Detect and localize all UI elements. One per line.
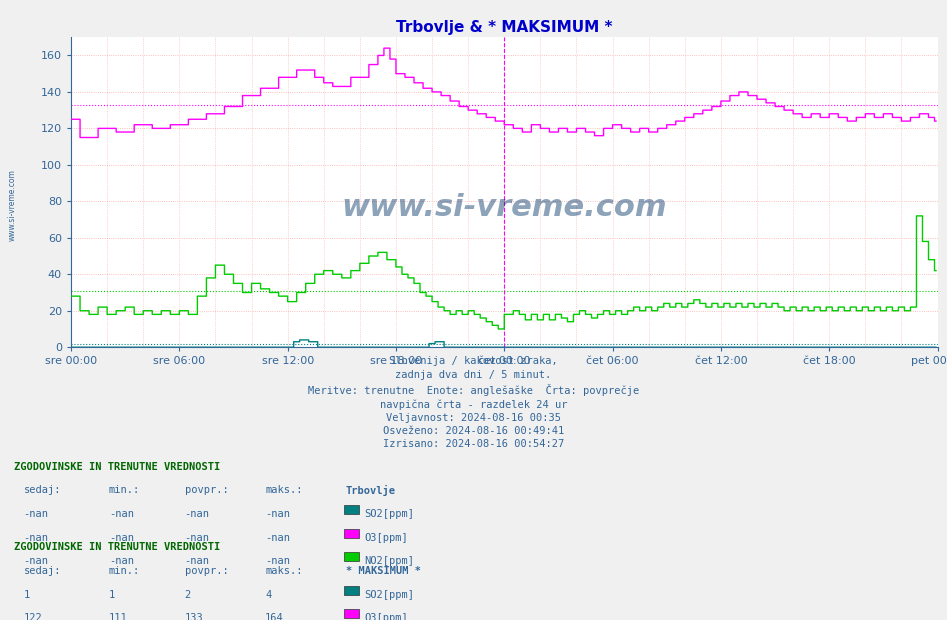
- Text: 2: 2: [185, 590, 191, 600]
- Text: -nan: -nan: [24, 533, 48, 542]
- Text: -nan: -nan: [265, 533, 290, 542]
- Text: maks.:: maks.:: [265, 566, 303, 576]
- Text: www.si-vreme.com: www.si-vreme.com: [8, 169, 17, 241]
- Text: -nan: -nan: [24, 556, 48, 566]
- Text: min.:: min.:: [109, 566, 140, 576]
- Text: -nan: -nan: [109, 509, 134, 519]
- Text: sedaj:: sedaj:: [24, 485, 62, 495]
- Text: -nan: -nan: [265, 509, 290, 519]
- Text: min.:: min.:: [109, 485, 140, 495]
- Text: NO2[ppm]: NO2[ppm]: [365, 556, 415, 566]
- Text: 1: 1: [24, 590, 30, 600]
- Text: -nan: -nan: [24, 509, 48, 519]
- Text: 1: 1: [109, 590, 116, 600]
- Text: -nan: -nan: [265, 556, 290, 566]
- Text: -nan: -nan: [185, 556, 209, 566]
- Text: 133: 133: [185, 613, 204, 620]
- Text: 164: 164: [265, 613, 284, 620]
- Text: -nan: -nan: [109, 533, 134, 542]
- Text: sedaj:: sedaj:: [24, 566, 62, 576]
- Text: maks.:: maks.:: [265, 485, 303, 495]
- Text: * MAKSIMUM *: * MAKSIMUM *: [346, 566, 420, 576]
- Text: O3[ppm]: O3[ppm]: [365, 533, 408, 542]
- Text: -nan: -nan: [185, 509, 209, 519]
- Text: 4: 4: [265, 590, 272, 600]
- Text: ZGODOVINSKE IN TRENUTNE VREDNOSTI: ZGODOVINSKE IN TRENUTNE VREDNOSTI: [14, 462, 221, 472]
- Text: www.si-vreme.com: www.si-vreme.com: [342, 193, 667, 222]
- Text: -nan: -nan: [109, 556, 134, 566]
- Text: SO2[ppm]: SO2[ppm]: [365, 590, 415, 600]
- Text: povpr.:: povpr.:: [185, 566, 228, 576]
- Text: SO2[ppm]: SO2[ppm]: [365, 509, 415, 519]
- Text: -nan: -nan: [185, 533, 209, 542]
- Text: 122: 122: [24, 613, 43, 620]
- Text: Slovenija / kakovost zraka,
zadnja dva dni / 5 minut.
Meritve: trenutne  Enote: : Slovenija / kakovost zraka, zadnja dva d…: [308, 356, 639, 450]
- Text: 111: 111: [109, 613, 128, 620]
- Text: povpr.:: povpr.:: [185, 485, 228, 495]
- Text: O3[ppm]: O3[ppm]: [365, 613, 408, 620]
- Title: Trbovlje & * MAKSIMUM *: Trbovlje & * MAKSIMUM *: [396, 20, 613, 35]
- Text: Trbovlje: Trbovlje: [346, 485, 396, 497]
- Text: ZGODOVINSKE IN TRENUTNE VREDNOSTI: ZGODOVINSKE IN TRENUTNE VREDNOSTI: [14, 542, 221, 552]
